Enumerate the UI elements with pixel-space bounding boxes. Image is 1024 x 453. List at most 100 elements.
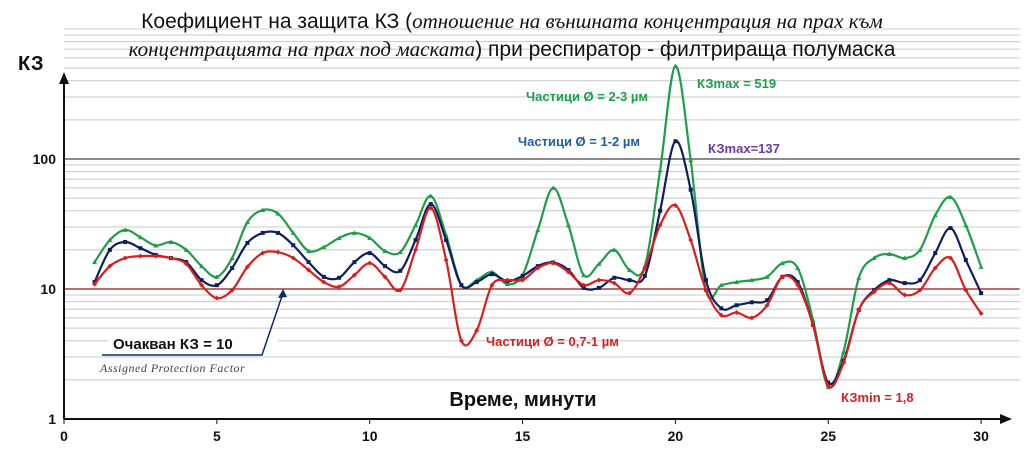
data-point xyxy=(963,258,968,263)
data-point xyxy=(902,292,908,298)
data-point xyxy=(138,246,143,251)
data-point xyxy=(642,273,647,278)
data-point xyxy=(458,338,464,344)
x-tick-label: 25 xyxy=(820,428,836,444)
data-point xyxy=(306,267,312,273)
data-point xyxy=(917,287,923,293)
data-point xyxy=(611,247,617,252)
data-point xyxy=(244,264,250,270)
data-point xyxy=(183,261,189,267)
data-point xyxy=(764,274,770,279)
data-point xyxy=(658,208,663,213)
expected-kz-label: Очакван КЗ = 10 xyxy=(113,336,233,353)
data-point xyxy=(290,255,296,261)
data-point xyxy=(92,259,98,265)
data-point xyxy=(917,247,923,252)
data-point xyxy=(337,275,342,280)
data-point xyxy=(932,265,938,271)
data-point xyxy=(902,255,908,261)
data-point xyxy=(627,278,632,283)
data-point xyxy=(107,247,112,252)
data-point xyxy=(948,226,953,231)
data-point xyxy=(734,309,740,315)
data-point xyxy=(107,237,113,243)
data-point xyxy=(520,277,526,283)
data-point xyxy=(382,248,388,254)
data-point xyxy=(749,300,754,305)
data-point xyxy=(826,380,831,385)
data-point xyxy=(397,249,403,255)
data-point xyxy=(351,272,357,278)
data-point xyxy=(428,205,434,211)
data-point xyxy=(351,230,357,235)
y-tick-label: 10 xyxy=(40,281,56,297)
data-point xyxy=(779,260,785,266)
expected-arrow xyxy=(102,292,284,356)
data-point xyxy=(275,249,281,255)
data-point xyxy=(214,295,220,301)
data-point xyxy=(611,280,617,286)
data-point xyxy=(107,263,113,269)
data-point xyxy=(336,284,342,290)
data-point xyxy=(948,255,954,261)
data-point xyxy=(764,302,770,308)
data-point xyxy=(565,222,571,228)
data-point xyxy=(382,274,388,280)
data-point xyxy=(948,194,954,200)
data-point xyxy=(367,251,372,256)
data-point xyxy=(428,193,434,198)
legend-green: Частици Ø = 2-3 µм xyxy=(526,89,648,104)
data-point xyxy=(596,277,602,283)
data-point xyxy=(230,266,235,271)
data-point xyxy=(428,202,433,207)
data-point xyxy=(290,230,296,235)
data-point xyxy=(459,283,464,288)
data-point xyxy=(718,312,724,318)
data-point xyxy=(183,247,189,252)
data-point xyxy=(214,274,220,279)
data-point xyxy=(123,239,128,244)
data-point xyxy=(444,238,449,243)
data-point xyxy=(963,222,969,228)
x-tick-label: 20 xyxy=(668,428,684,444)
data-point xyxy=(122,227,128,232)
data-point xyxy=(199,263,205,269)
data-point xyxy=(321,274,326,279)
data-point xyxy=(856,275,862,280)
data-point xyxy=(489,282,495,288)
data-point xyxy=(779,274,785,280)
data-point xyxy=(474,327,480,333)
data-point xyxy=(367,235,373,240)
x-tick-label: 5 xyxy=(213,428,221,444)
data-point xyxy=(642,265,648,271)
apf-label: Assigned Protection Factor xyxy=(99,361,245,375)
chart-title-line1: Коефициент на защита КЗ (отношение на въ… xyxy=(141,9,883,33)
legend-red: Частици Ø = 0,7-1 µм xyxy=(486,334,619,349)
data-point xyxy=(719,306,724,311)
data-point xyxy=(550,185,556,190)
data-point xyxy=(841,360,847,366)
data-point xyxy=(688,237,694,243)
data-point xyxy=(520,273,525,278)
data-point xyxy=(979,291,984,296)
data-point xyxy=(168,255,174,261)
x-tick-label: 30 xyxy=(973,428,989,444)
data-point xyxy=(504,277,510,283)
data-point xyxy=(306,260,311,265)
data-point xyxy=(443,257,449,263)
data-point xyxy=(199,278,204,283)
data-point xyxy=(581,272,587,278)
data-point xyxy=(978,310,984,316)
data-point xyxy=(306,248,312,254)
data-point xyxy=(382,264,387,269)
data-point xyxy=(673,139,678,144)
data-point xyxy=(734,279,740,285)
data-point xyxy=(596,285,601,290)
data-point xyxy=(871,289,877,295)
data-point xyxy=(932,212,938,218)
data-point xyxy=(886,280,892,286)
data-point xyxy=(917,278,922,283)
data-point xyxy=(137,253,143,259)
arrow-head-icon xyxy=(278,289,287,298)
